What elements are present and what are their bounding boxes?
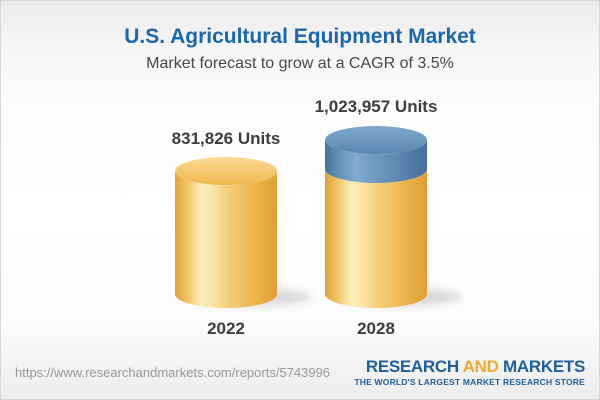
- footer: https://www.researchandmarkets.com/repor…: [1, 345, 599, 399]
- cylinder-2028: [325, 126, 427, 308]
- cylinder-2028-growth-segment: [325, 140, 427, 183]
- cylinder-2022-body: [175, 171, 277, 308]
- cylinder-2022: [175, 157, 277, 308]
- logo-tagline: THE WORLD'S LARGEST MARKET RESEARCH STOR…: [354, 376, 585, 387]
- research-and-markets-logo: RESEARCH AND MARKETS THE WORLD'S LARGEST…: [354, 358, 585, 387]
- logo-wordmark: RESEARCH AND MARKETS: [354, 358, 585, 375]
- axis-label-2022: 2022: [207, 319, 245, 338]
- value-label-2022: 831,826 Units: [171, 129, 281, 148]
- cylinder-2028-base-segment: [325, 169, 427, 308]
- page-subtitle: Market forecast to grow at a CAGR of 3.5…: [146, 55, 454, 72]
- source-url: https://www.researchandmarkets.com/repor…: [15, 364, 331, 380]
- axis-label-2028: 2028: [357, 319, 395, 338]
- value-label-2028: 1,023,957 Units: [314, 97, 438, 116]
- logo-word-research: RESEARCH: [365, 356, 459, 376]
- page-title: U.S. Agricultural Equipment Market: [124, 25, 476, 48]
- logo-word-and: AND: [462, 356, 499, 376]
- cylinder-2028-top: [325, 126, 427, 154]
- logo-word-markets: MARKETS: [503, 356, 585, 376]
- cylinder-2022-top: [175, 157, 277, 185]
